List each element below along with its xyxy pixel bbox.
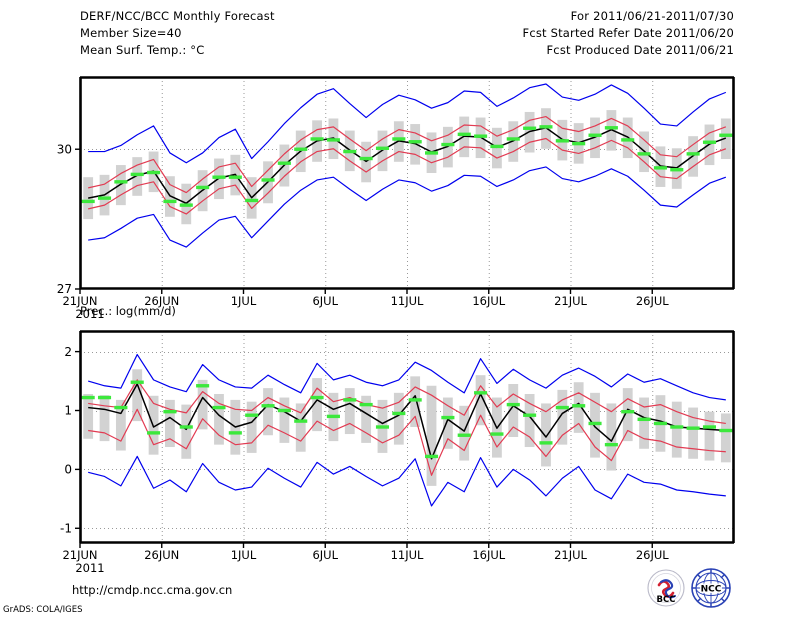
spread-bar: [426, 385, 437, 486]
spread-bar: [361, 395, 372, 443]
svg-text:NCC: NCC: [701, 585, 722, 595]
spread-bar: [263, 388, 273, 436]
y-tick-label: 0: [64, 463, 72, 477]
grads-credit: GrADS: COLA/IGES: [3, 605, 83, 615]
x-tick-label: 11JUL: [391, 294, 424, 308]
spread-bar: [671, 401, 682, 458]
spread-bar: [312, 378, 322, 432]
ncc-logo-icon: NCC: [691, 568, 731, 608]
x-tick-label: 26JUL: [636, 548, 669, 562]
x-tick-label: 16JUL: [472, 548, 505, 562]
x-tick-label: 26JUN: [144, 548, 179, 562]
spread-bar: [573, 382, 584, 433]
y-tick-label: -1: [60, 521, 72, 535]
page-title: DERF/NCC/BCC Monthly Forecast: [80, 9, 275, 23]
series-upper-quartile-line: [88, 115, 727, 194]
precipitation-panel-label: Prec.: log(mm/d): [80, 304, 176, 318]
spread-bar: [720, 413, 731, 463]
spread-bar: [508, 384, 519, 437]
forecast-produced-date: Fcst Produced Date 2011/06/21: [546, 43, 734, 57]
spread-bar: [688, 407, 699, 459]
x-tick-label: 26JUL: [636, 294, 669, 308]
spread-bar: [459, 405, 470, 461]
y-tick-label: 27: [57, 282, 72, 296]
spread-bar: [393, 392, 404, 445]
spread-bar: [181, 404, 192, 459]
series-min-line: [88, 166, 727, 248]
series-min-line: [88, 455, 726, 507]
spread-bar: [541, 403, 551, 467]
spread-bar: [475, 375, 486, 426]
forecast-range-label: For 2011/06/21-2011/07/30: [570, 9, 734, 23]
precipitation-panel: -1 0 1 2 21JUN 26JUN 1JUL 6JUL 11JUL 16JUL 21JUL 26…: [60, 330, 735, 575]
spread-bar: [704, 411, 715, 461]
member-size-label: Member Size=40: [80, 26, 182, 40]
spread-bar: [197, 379, 208, 430]
spread-bar: [590, 392, 600, 458]
spread-bar: [132, 157, 143, 196]
x-tick-label: 21JUL: [554, 294, 587, 308]
x-tick-label: 21JUN: [62, 548, 97, 562]
series-max-line: [88, 353, 726, 401]
spread-bar: [99, 395, 110, 442]
x-axis-year-label: 2011: [75, 561, 104, 575]
median-dashes: [81, 380, 733, 459]
spread-bar: [295, 403, 306, 452]
spread-bar: [524, 394, 535, 448]
median-dashes: [81, 125, 733, 207]
x-tick-label: 21JUL: [554, 548, 587, 562]
x-axis-year-label: 2011: [75, 307, 104, 321]
logo-group: BCC NCC: [645, 568, 745, 610]
y-tick-label: 1: [64, 404, 72, 418]
spread-bar: [115, 165, 126, 206]
spread-bar: [279, 397, 290, 443]
x-tick-label: 11JUL: [391, 548, 424, 562]
spread-bar: [606, 403, 617, 471]
spread-bar: [83, 394, 94, 439]
spread-bar: [557, 389, 568, 445]
bcc-logo-icon: BCC: [647, 569, 685, 607]
temperature-panel: 27 30 21JUN 26JUN 1JUL 6JUL 11JUL 16JUL 21JUL 26J…: [57, 76, 735, 321]
series-mean-line: [88, 383, 726, 460]
series-upper-quartile-line: [88, 379, 726, 425]
series-lower-quartile-line: [88, 408, 726, 476]
x-tick-label: 21JUN: [62, 294, 97, 308]
svg-text:BCC: BCC: [657, 595, 676, 605]
y-tick-label: 2: [64, 345, 72, 359]
x-tick-label: 6JUL: [312, 548, 338, 562]
spread-bar: [246, 401, 257, 453]
x-tick-label: 1JUL: [231, 294, 257, 308]
spread-bar: [410, 376, 421, 427]
spread-bar: [132, 369, 143, 422]
temperature-panel-label: Mean Surf. Temp.: °C: [80, 43, 205, 57]
series-lower-quartile-line: [88, 137, 727, 215]
spread-bar: [622, 388, 633, 442]
spread-bar: [115, 399, 126, 451]
x-tick-label: 1JUL: [231, 548, 257, 562]
x-tick-label: 6JUL: [312, 294, 338, 308]
y-tick-label: 30: [57, 142, 72, 156]
spread-bar: [442, 397, 453, 449]
spread-bar: [214, 394, 224, 445]
series-mean-line: [88, 127, 727, 205]
spread-bar: [344, 388, 355, 435]
forecast-refer-date: Fcst Started Refer Date 2011/06/20: [522, 26, 734, 40]
x-tick-label: 16JUL: [472, 294, 505, 308]
website-url[interactable]: http://cmdp.ncc.cma.gov.cn: [72, 583, 233, 597]
spread-bar: [165, 399, 175, 448]
x-tick-label: 26JUN: [144, 294, 179, 308]
series-max-line: [88, 83, 727, 164]
spread-bar: [639, 397, 649, 449]
